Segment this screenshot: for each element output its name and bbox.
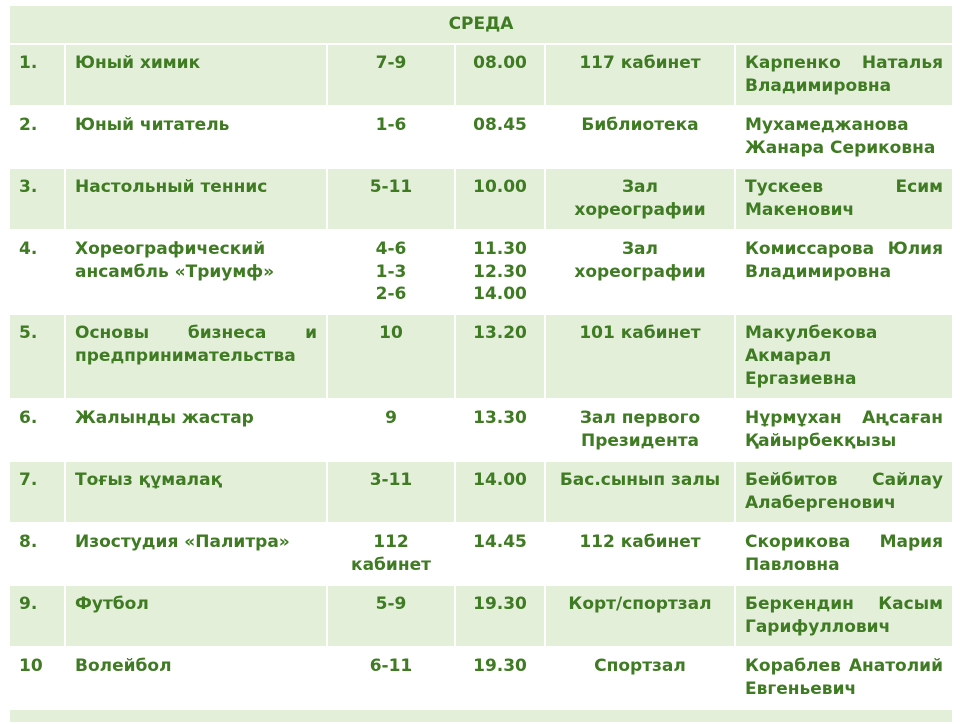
time-cell: 08.45 <box>454 104 546 169</box>
time-cell: 11.30 12.30 14.00 <box>454 228 546 316</box>
time-cell: 19.30 <box>454 583 546 648</box>
location-cell: Зал первого Президента <box>544 398 736 463</box>
teacher-cell: Беркендин Касым Гарифуллович <box>733 583 955 648</box>
row-number: 9. <box>8 583 66 648</box>
location-cell: Спортзал <box>544 645 736 710</box>
grades-cell: 6-11 <box>326 645 456 710</box>
time-cell: 10.00 <box>454 166 546 231</box>
activity-name: Хореографический ансамбль «Триумф» <box>64 228 328 316</box>
row-number: 7. <box>8 460 66 524</box>
row-number: 3. <box>8 166 66 231</box>
teacher-cell: Мухамеджанова Жанара Сериковна <box>733 104 955 169</box>
location-cell: Бас.сынып залы <box>544 460 736 524</box>
activity-name: Основы бизнеса и предпринимательства <box>64 313 328 401</box>
header-row: СРЕДА <box>7 4 955 45</box>
activity-name: Юный читатель <box>64 104 328 169</box>
grades-cell: 112 кабинет <box>326 521 456 586</box>
row-number: 1. <box>8 42 66 107</box>
location-cell: 101 кабинет <box>544 313 736 401</box>
schedule-table: СРЕДА 1. Юный химик 7-9 08.00 117 кабине… <box>7 4 955 724</box>
table-row: 4. Хореографический ансамбль «Триумф» 4-… <box>8 228 955 316</box>
table-row: 10 Волейбол 6-11 19.30 Спортзал Кораблев… <box>8 645 955 710</box>
table-row: 7. Тоғыз құмалақ 3-11 14.00 Бас.сынып за… <box>8 460 955 524</box>
time-cell: 14.00 <box>454 460 546 524</box>
location-cell: Зал хореографии <box>544 228 736 316</box>
time-cell: 08.00 <box>454 42 546 107</box>
teacher-cell: Бейбитов Сайлау Алабергенович <box>733 460 955 524</box>
grades-cell: 1-6 <box>326 104 456 169</box>
grades-cell: 7-9 <box>326 42 456 107</box>
activity-name: Жалынды жастар <box>64 398 328 463</box>
table-bottom-band <box>7 707 955 724</box>
row-number: 10 <box>8 645 66 710</box>
row-number: 6. <box>8 398 66 463</box>
table-row: 8. Изостудия «Палитра» 112 кабинет 14.45… <box>8 521 955 586</box>
row-number: 2. <box>8 104 66 169</box>
teacher-cell: Скорикова Мария Павловна <box>733 521 955 586</box>
activity-name: Юный химик <box>64 42 328 107</box>
table-row: 6. Жалынды жастар 9 13.30 Зал первого Пр… <box>8 398 955 463</box>
row-number: 4. <box>8 228 66 316</box>
time-cell: 13.20 <box>454 313 546 401</box>
table-row: 1. Юный химик 7-9 08.00 117 кабинет Карп… <box>8 42 955 107</box>
teacher-cell: Карпенко Наталья Владимировна <box>733 42 955 107</box>
location-cell: Библиотека <box>544 104 736 169</box>
activity-name: Волейбол <box>64 645 328 710</box>
row-number: 8. <box>8 521 66 586</box>
activity-name: Тоғыз құмалақ <box>64 460 328 524</box>
grades-cell: 10 <box>326 313 456 401</box>
time-cell: 14.45 <box>454 521 546 586</box>
table-row: 5. Основы бизнеса и предпринимательства … <box>8 313 955 401</box>
grades-cell: 9 <box>326 398 456 463</box>
table-row: 3. Настольный теннис 5-11 10.00 Зал хоре… <box>8 166 955 231</box>
grades-cell: 5-9 <box>326 583 456 648</box>
grades-cell: 5-11 <box>326 166 456 231</box>
teacher-cell: Комиссарова Юлия Владимировна <box>733 228 955 316</box>
location-cell: 112 кабинет <box>544 521 736 586</box>
activity-name: Футбол <box>64 583 328 648</box>
location-cell: 117 кабинет <box>544 42 736 107</box>
location-cell: Корт/спортзал <box>544 583 736 648</box>
teacher-cell: Макулбекова Акмарал Ергазиевна <box>733 313 955 401</box>
grades-cell: 3-11 <box>326 460 456 524</box>
teacher-cell: Кораблев Анатолий Евгеньевич <box>733 645 955 710</box>
grades-cell: 4-6 1-3 2-6 <box>326 228 456 316</box>
table-row: 9. Футбол 5-9 19.30 Корт/спортзал Беркен… <box>8 583 955 648</box>
teacher-cell: Нұрмұхан Аңсаған Қайырбекқызы <box>733 398 955 463</box>
time-cell: 13.30 <box>454 398 546 463</box>
time-cell: 19.30 <box>454 645 546 710</box>
activity-name: Настольный теннис <box>64 166 328 231</box>
table-row: 2. Юный читатель 1-6 08.45 Библиотека Му… <box>8 104 955 169</box>
teacher-cell: Тускеев Есим Макенович <box>733 166 955 231</box>
activity-name: Изостудия «Палитра» <box>64 521 328 586</box>
row-number: 5. <box>8 313 66 401</box>
day-title: СРЕДА <box>7 4 955 45</box>
location-cell: Зал хореографии <box>544 166 736 231</box>
